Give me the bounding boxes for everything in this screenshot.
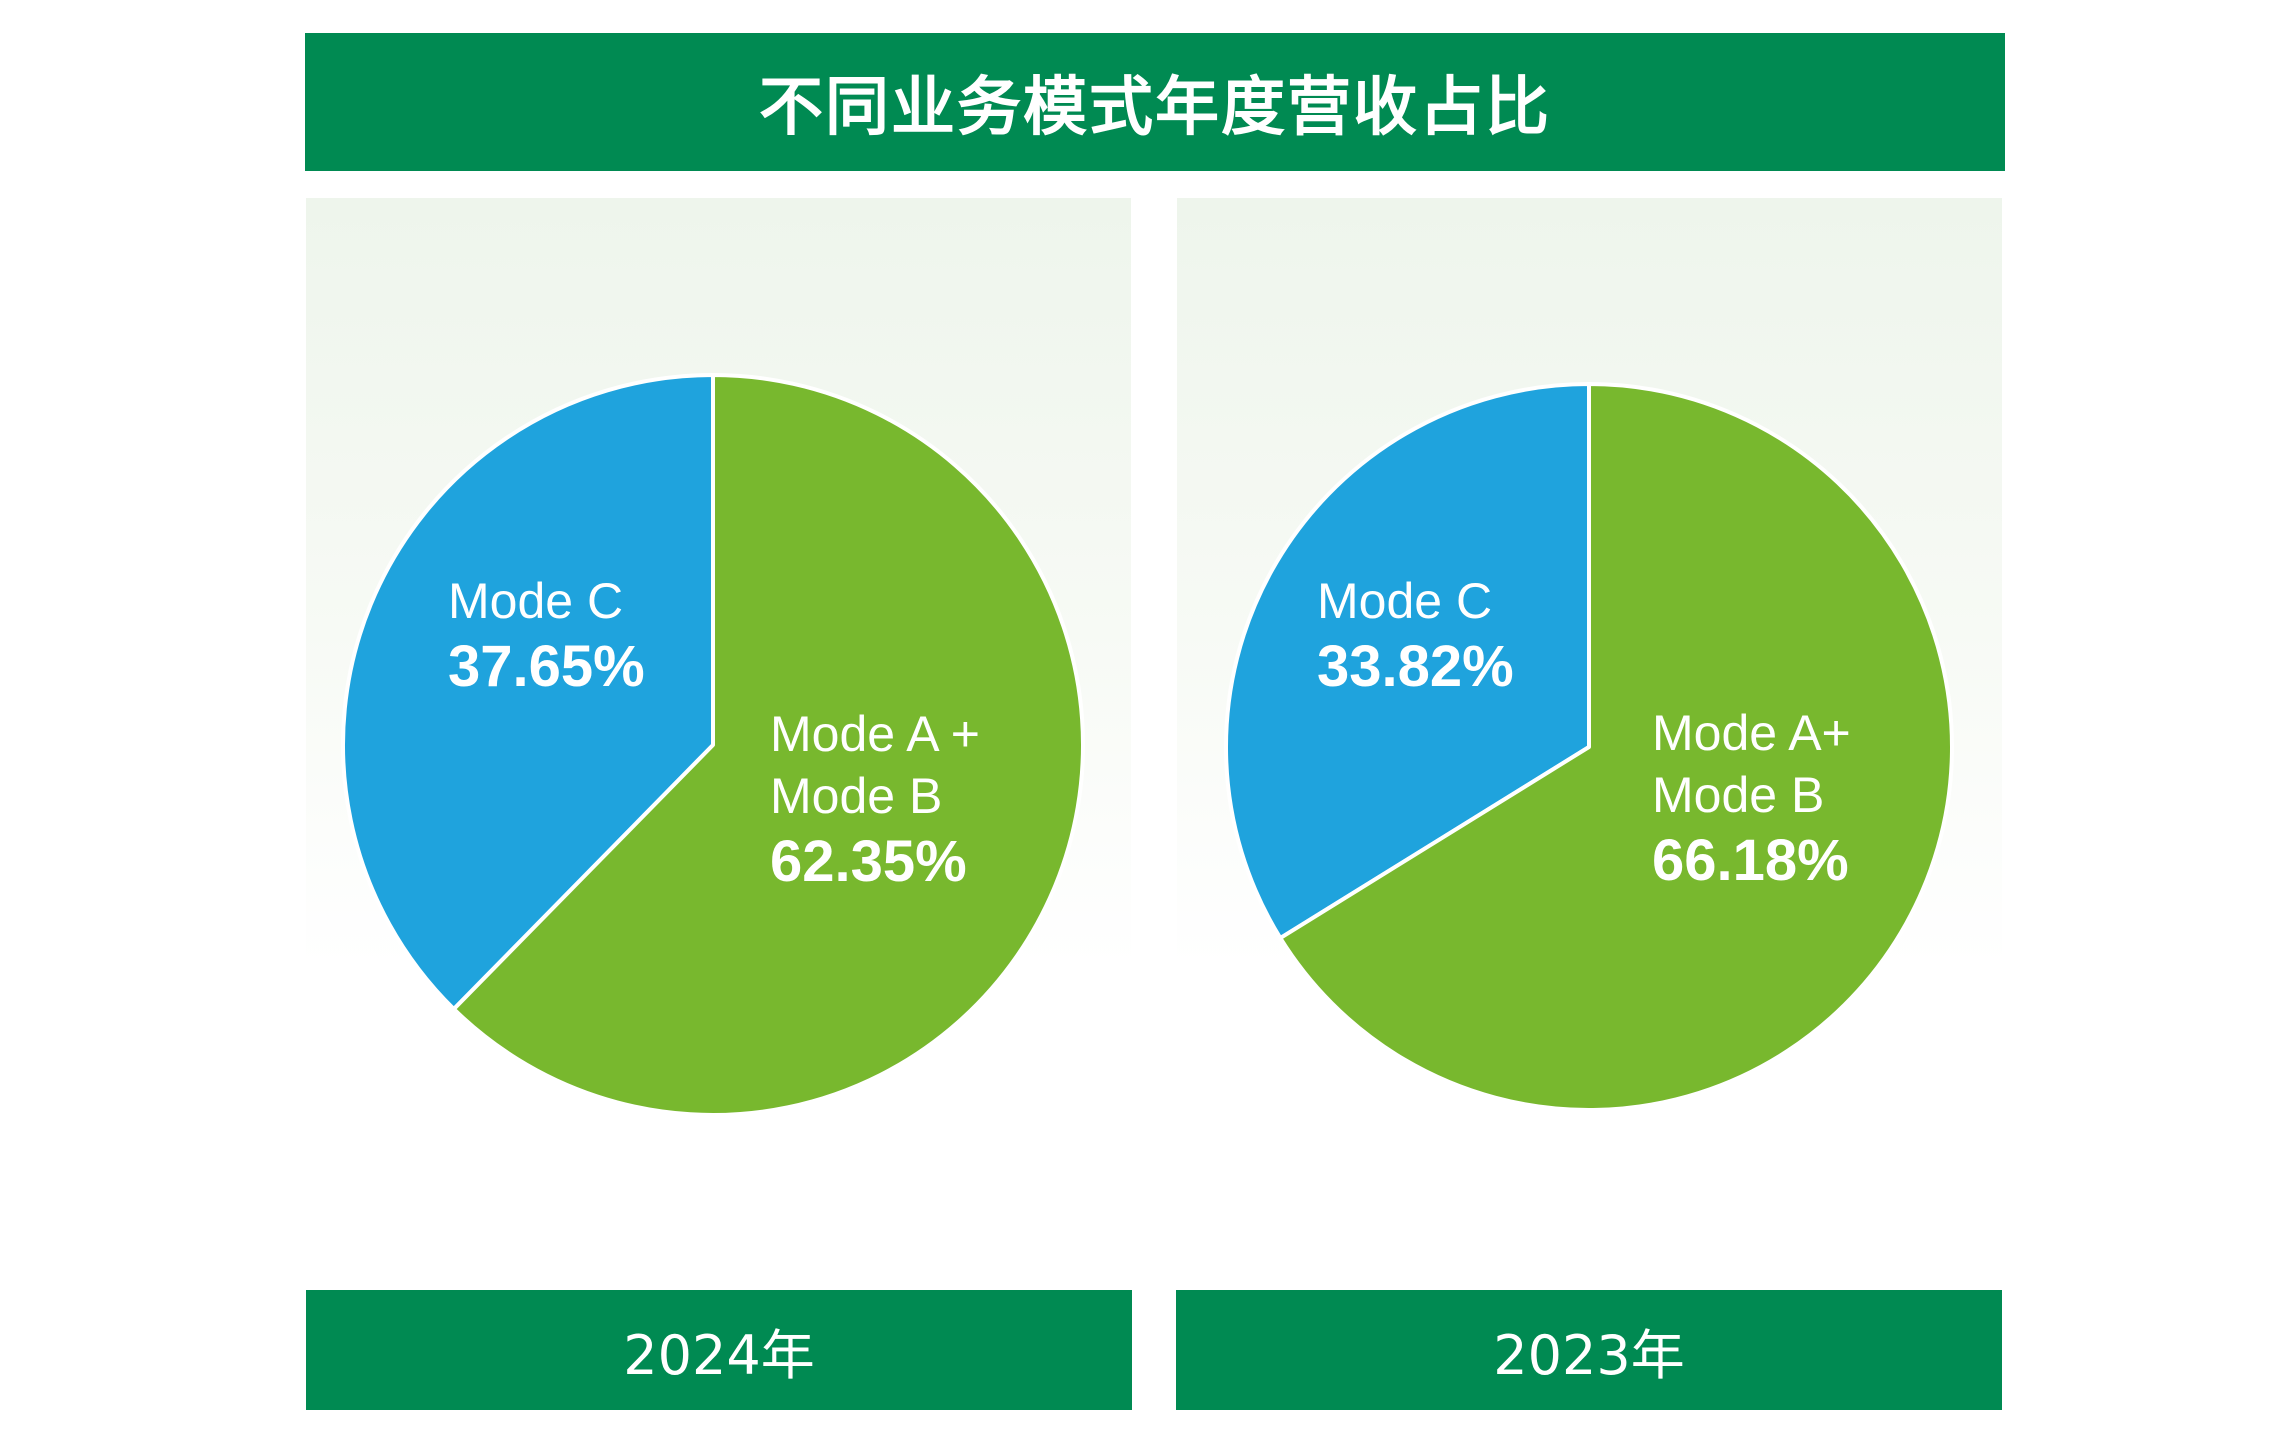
slice-value: 66.18%	[1652, 828, 1849, 893]
year-label-2024: 2024年	[306, 1290, 1132, 1410]
slice-value: 33.82%	[1317, 634, 1514, 699]
slice-label: Mode B	[1652, 767, 1824, 823]
slice-label: Mode C	[448, 573, 623, 629]
slice-value: 62.35%	[770, 829, 967, 894]
pie-panel-2023: Mode C 33.82% Mode A+ Mode B 66.18%	[1177, 198, 2002, 1160]
year-label-2023: 2023年	[1176, 1290, 2002, 1410]
pie-slice-mode-a-b	[1278, 382, 1954, 1112]
pie-chart-2023: Mode C33.82% Mode A+ Mode B66.18%	[1224, 382, 1954, 1112]
pie-slice-mode-a-b	[451, 373, 1085, 1117]
slice-label: Mode A +	[770, 706, 980, 762]
slice-label: Mode C	[1317, 573, 1492, 629]
pie-panel-2024: Mode C 37.65% Mode A + Mode B 62.35%	[306, 198, 1131, 1160]
chart-title: 不同业务模式年度营收占比	[305, 33, 2005, 171]
pie-chart-2024: Mode C37.65% Mode A + Mode B62.35%	[341, 373, 1085, 1117]
pie-slice-mode-c	[1224, 382, 1591, 941]
slice-label: Mode A+	[1652, 705, 1851, 761]
slice-value: 37.65%	[448, 634, 645, 699]
pie-slice-mode-c	[341, 373, 715, 1012]
slice-label: Mode B	[770, 768, 942, 824]
